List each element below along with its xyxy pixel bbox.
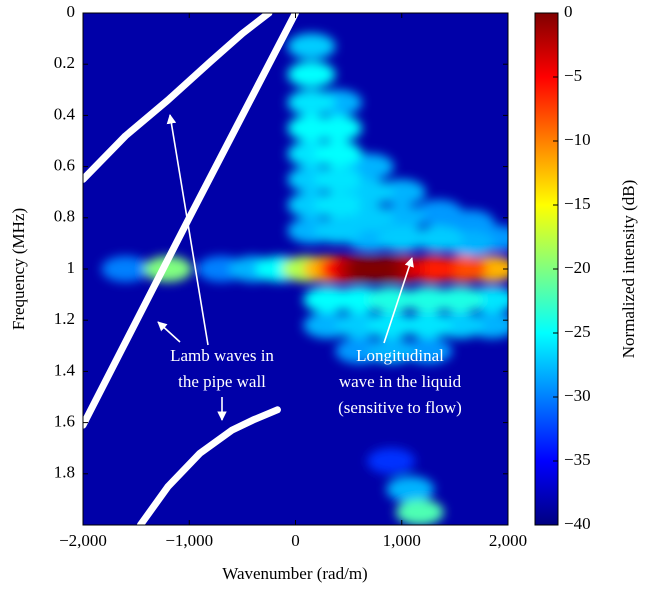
colorbar-tick-label: −30 bbox=[564, 386, 591, 405]
colorbar-tick-label: 0 bbox=[564, 2, 573, 21]
heat-cell bbox=[367, 337, 416, 364]
heat-cell bbox=[314, 217, 362, 244]
y-tick-label: 0 bbox=[67, 2, 76, 21]
y-axis-label: Frequency (MHz) bbox=[9, 208, 28, 330]
heat-cell bbox=[314, 140, 362, 167]
dispersion-curve bbox=[83, 13, 273, 183]
y-tick-label: 0.8 bbox=[54, 207, 75, 226]
curves bbox=[83, 13, 299, 525]
heat-cell bbox=[414, 225, 463, 252]
annotation: Lamb waves in bbox=[170, 346, 274, 365]
heat-cell bbox=[287, 33, 336, 60]
colorbar-tick-label: −35 bbox=[564, 450, 591, 469]
x-tick-label: −1,000 bbox=[165, 531, 213, 550]
colorbar-tick-label: −10 bbox=[564, 130, 591, 149]
colorbar-tick-label: −15 bbox=[564, 194, 591, 213]
arrow bbox=[157, 321, 181, 343]
y-tick-label: 0.4 bbox=[54, 104, 76, 123]
colorbar-tick-label: −40 bbox=[564, 514, 591, 533]
heat-cell bbox=[367, 448, 416, 474]
heat-cell bbox=[287, 89, 336, 116]
heat-cell bbox=[101, 256, 150, 282]
heat-cell bbox=[395, 499, 444, 525]
heat-cell bbox=[414, 199, 463, 226]
colorbar-tick-label: −25 bbox=[564, 322, 591, 341]
annotations: Lamb waves in the pipe wall Longitudinal… bbox=[157, 114, 462, 421]
heat-cell bbox=[348, 256, 396, 282]
x-axis-label: Wavenumber (rad/m) bbox=[222, 564, 367, 583]
y-tick-label: 0.6 bbox=[54, 156, 75, 175]
heat-cell bbox=[314, 115, 362, 142]
y-tick-label: 1.4 bbox=[54, 360, 76, 379]
arrow bbox=[166, 114, 209, 346]
heat-cell bbox=[377, 225, 426, 252]
dispersion-curve bbox=[136, 406, 281, 525]
heat-cell bbox=[287, 61, 336, 88]
heat-cell bbox=[367, 312, 416, 339]
heat-cell bbox=[404, 312, 453, 339]
colorbar-tick-label: −20 bbox=[564, 258, 591, 277]
arrow bbox=[383, 257, 414, 344]
x-tick-label: 1,000 bbox=[383, 531, 421, 550]
annotation: Longitudinal bbox=[356, 346, 444, 365]
y-tick-label: 1.8 bbox=[54, 463, 75, 482]
y-tick-label: 1.2 bbox=[54, 309, 75, 328]
y-tick-label: 1.6 bbox=[54, 412, 75, 431]
dispersion-curve bbox=[83, 13, 299, 429]
annotation: (sensitive to flow) bbox=[338, 398, 462, 417]
annotation: the pipe wall bbox=[178, 372, 266, 391]
heat-cell bbox=[314, 192, 362, 218]
x-tick-label: 0 bbox=[291, 531, 300, 550]
heat-cell bbox=[386, 476, 435, 503]
heat-cell bbox=[367, 286, 416, 313]
heatmap bbox=[101, 33, 508, 525]
heat-cell bbox=[436, 286, 485, 313]
x-tick-label: −2,000 bbox=[59, 531, 107, 550]
colorbar-label: Normalized intensity (dB) bbox=[619, 180, 638, 358]
heat-cell bbox=[314, 166, 362, 193]
y-tick-label: 1 bbox=[67, 258, 76, 277]
y-tick-label: 0.2 bbox=[54, 53, 75, 72]
annotation: wave in the liquid bbox=[339, 372, 462, 391]
x-tick-label: 2,000 bbox=[489, 531, 527, 550]
heat-cell bbox=[404, 337, 453, 364]
colorbar-tick-label: −5 bbox=[564, 66, 582, 85]
